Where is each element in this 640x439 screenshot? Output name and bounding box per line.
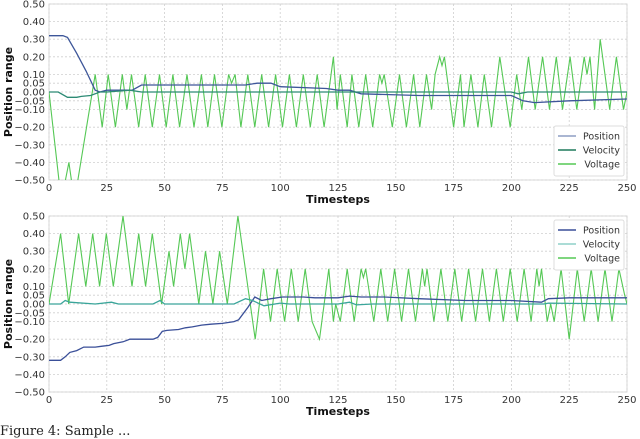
x-tick-label: 75 bbox=[216, 395, 229, 406]
y-tick-label: 0.20 bbox=[23, 52, 45, 63]
y-tick-label: 0.00 bbox=[23, 88, 45, 99]
y-tick-label: −0.05 bbox=[14, 308, 45, 319]
y-tick-label: 0.05 bbox=[23, 291, 45, 302]
y-tick-label: 0.30 bbox=[23, 35, 45, 46]
x-tick-label: 100 bbox=[271, 183, 290, 194]
y-axis-label: Position range bbox=[2, 47, 15, 137]
legend-label: Position bbox=[583, 226, 620, 237]
y-tick-label: 0.50 bbox=[23, 212, 45, 223]
x-tick-label: 250 bbox=[617, 395, 636, 406]
x-axis-label: Timesteps bbox=[306, 405, 370, 418]
y-tick-label: −0.20 bbox=[14, 335, 45, 346]
x-axis-label: Timesteps bbox=[306, 193, 370, 206]
y-tick-label: 0.10 bbox=[23, 70, 45, 81]
x-tick-label: 225 bbox=[560, 183, 579, 194]
x-tick-label: 0 bbox=[46, 183, 52, 194]
x-tick-label: 200 bbox=[502, 395, 521, 406]
legend-label: Velocity bbox=[583, 146, 621, 157]
legend-label: Voltage bbox=[584, 254, 620, 265]
x-tick-label: 150 bbox=[386, 183, 405, 194]
legend-label: Velocity bbox=[583, 240, 621, 251]
y-tick-label: −0.30 bbox=[14, 352, 45, 363]
y-tick-label: −0.40 bbox=[14, 158, 45, 169]
x-tick-label: 150 bbox=[386, 395, 405, 406]
y-tick-label: −0.20 bbox=[14, 123, 45, 134]
x-tick-label: 25 bbox=[100, 183, 113, 194]
figure-caption: Figure 4: Sample ... bbox=[0, 424, 131, 439]
x-tick-label: 200 bbox=[502, 183, 521, 194]
y-tick-label: 0.20 bbox=[23, 264, 45, 275]
x-tick-label: 250 bbox=[617, 183, 636, 194]
y-tick-label: −0.30 bbox=[14, 140, 45, 151]
y-tick-label: −0.05 bbox=[14, 96, 45, 107]
y-tick-label: 0.40 bbox=[23, 17, 45, 28]
x-tick-label: 50 bbox=[158, 183, 171, 194]
x-tick-label: 100 bbox=[271, 395, 290, 406]
x-tick-label: 75 bbox=[216, 183, 229, 194]
series-line-velocity bbox=[49, 298, 627, 307]
x-tick-label: 50 bbox=[158, 395, 171, 406]
y-tick-label: 0.00 bbox=[23, 300, 45, 311]
legend: Position Velocity Voltage bbox=[553, 125, 625, 177]
legend-label: Voltage bbox=[584, 160, 620, 171]
x-tick-label: 175 bbox=[444, 395, 463, 406]
chart-top: 0.50 0.40 0.30 0.20 0.100.050.00−0.05−0.10 −0… bbox=[2, 0, 637, 206]
x-tick-label: 125 bbox=[328, 183, 347, 194]
y-tick-label: 0.30 bbox=[23, 247, 45, 258]
y-tick-label: 0.05 bbox=[23, 79, 45, 90]
legend-label: Position bbox=[583, 132, 620, 143]
legend: Position Velocity Voltage bbox=[553, 219, 625, 271]
y-axis-label: Position range bbox=[2, 259, 15, 349]
series-line-voltage bbox=[49, 39, 627, 180]
y-tick-label: −0.10 bbox=[14, 105, 45, 116]
x-tick-label: 225 bbox=[560, 395, 579, 406]
y-tick-label: −0.50 bbox=[14, 388, 45, 399]
series-line-voltage bbox=[49, 216, 627, 342]
series-line-position bbox=[49, 295, 627, 361]
y-tick-label: 0.10 bbox=[23, 282, 45, 293]
x-tick-label: 0 bbox=[46, 395, 52, 406]
y-tick-label: −0.50 bbox=[14, 176, 45, 187]
y-tick-label: 0.40 bbox=[23, 229, 45, 240]
chart-bottom: 0.50 0.40 0.30 0.20 0.100.050.00−0.05−0.10 −0… bbox=[2, 212, 637, 419]
x-tick-label: 25 bbox=[100, 395, 113, 406]
series-line-position bbox=[49, 35, 627, 104]
x-tick-label: 175 bbox=[444, 183, 463, 194]
series-line-velocity bbox=[49, 89, 627, 98]
x-tick-label: 125 bbox=[328, 395, 347, 406]
y-tick-label: −0.40 bbox=[14, 370, 45, 381]
y-tick-label: −0.10 bbox=[14, 317, 45, 328]
y-tick-label: 0.50 bbox=[23, 0, 45, 11]
